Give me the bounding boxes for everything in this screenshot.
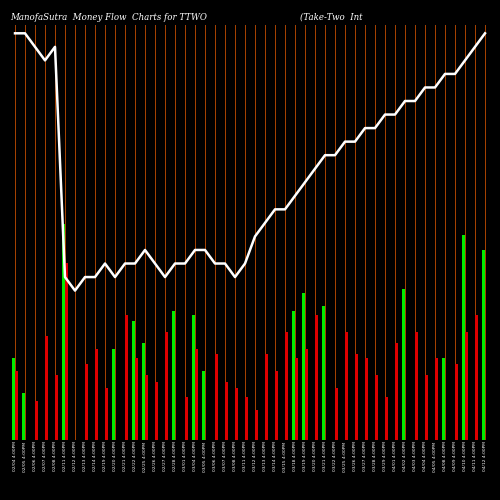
- Bar: [365, 358, 368, 440]
- Bar: [345, 332, 348, 440]
- Bar: [155, 382, 158, 440]
- Bar: [265, 354, 268, 440]
- Bar: [395, 343, 398, 440]
- Bar: [462, 235, 465, 440]
- Bar: [305, 350, 308, 440]
- Bar: [165, 332, 168, 440]
- Bar: [442, 358, 445, 440]
- Bar: [475, 315, 478, 440]
- Bar: [145, 376, 148, 440]
- Bar: [482, 250, 485, 440]
- Bar: [385, 397, 388, 440]
- Bar: [292, 310, 295, 440]
- Bar: [22, 392, 25, 440]
- Bar: [402, 289, 405, 440]
- Bar: [355, 354, 358, 440]
- Bar: [132, 322, 135, 440]
- Bar: [455, 364, 458, 440]
- Bar: [95, 350, 98, 440]
- Bar: [275, 371, 278, 440]
- Bar: [415, 332, 418, 440]
- Bar: [215, 354, 218, 440]
- Bar: [235, 388, 238, 440]
- Bar: [285, 332, 288, 440]
- Bar: [12, 358, 15, 440]
- Bar: [45, 336, 48, 440]
- Bar: [202, 371, 205, 440]
- Bar: [192, 315, 195, 440]
- Bar: [255, 410, 258, 440]
- Bar: [15, 371, 18, 440]
- Bar: [375, 376, 378, 440]
- Bar: [295, 358, 298, 440]
- Bar: [55, 376, 58, 440]
- Bar: [315, 315, 318, 440]
- Bar: [172, 310, 175, 440]
- Bar: [302, 294, 305, 440]
- Bar: [185, 397, 188, 440]
- Bar: [322, 306, 325, 440]
- Text: (Take-Two  Int: (Take-Two Int: [300, 12, 362, 22]
- Bar: [112, 350, 115, 440]
- Bar: [62, 224, 65, 440]
- Bar: [245, 397, 248, 440]
- Bar: [65, 263, 68, 440]
- Text: ManofaSutra  Money Flow  Charts for TTWO: ManofaSutra Money Flow Charts for TTWO: [10, 12, 207, 22]
- Bar: [125, 315, 128, 440]
- Bar: [435, 358, 438, 440]
- Bar: [142, 343, 145, 440]
- Bar: [85, 364, 88, 440]
- Bar: [135, 358, 138, 440]
- Bar: [225, 382, 228, 440]
- Bar: [195, 350, 198, 440]
- Bar: [35, 401, 38, 440]
- Bar: [425, 376, 428, 440]
- Bar: [105, 388, 108, 440]
- Bar: [335, 388, 338, 440]
- Bar: [465, 332, 468, 440]
